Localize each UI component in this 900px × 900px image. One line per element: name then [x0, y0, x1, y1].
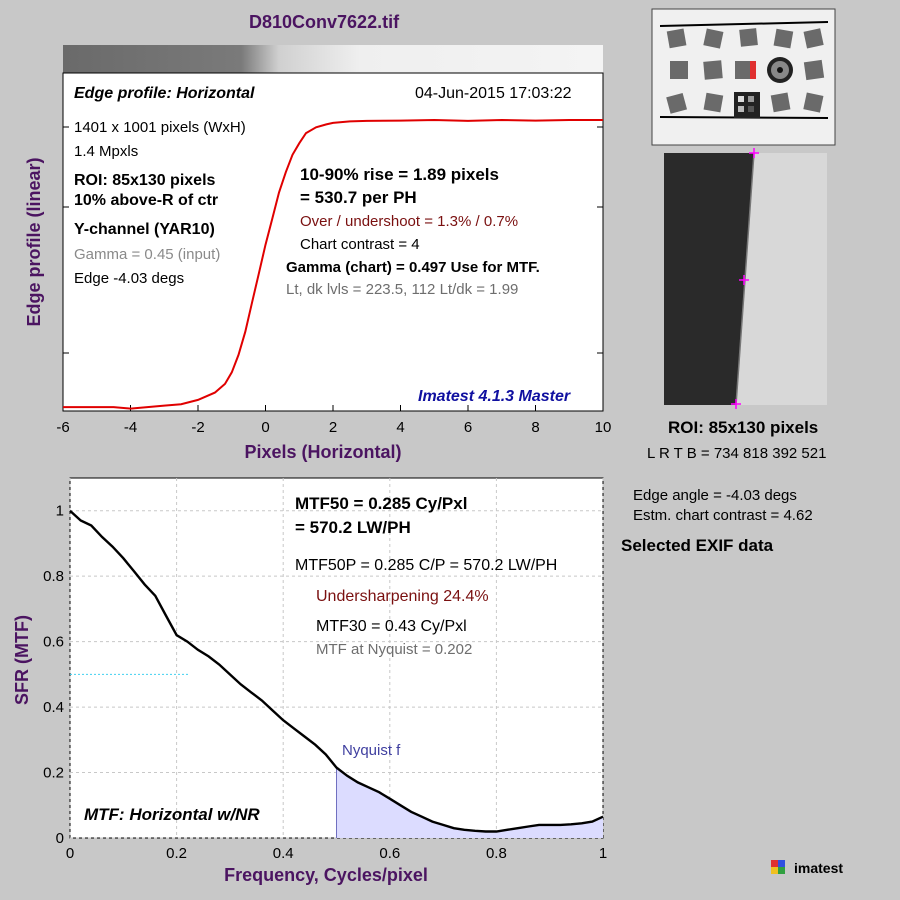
mtf-x-axis-title: Frequency, Cycles/pixel: [224, 865, 428, 885]
image-size: 1401 x 1001 pixels (WxH): [74, 119, 246, 136]
mtf30-value: MTF30 = 0.43 Cy/Pxl: [316, 618, 467, 635]
channel: Y-channel (YAR10): [74, 221, 215, 238]
rise-per-ph: = 530.7 per PH: [300, 188, 417, 207]
edge-gradient-strip: [63, 45, 603, 73]
edge-x-tick-label-3: 0: [261, 419, 269, 436]
mtf-x-tick-label-3: 0.6: [379, 845, 400, 862]
roi-size: ROI: 85x130 pixels: [74, 172, 216, 189]
mtf-grid: [69, 478, 604, 839]
mtf-x-tick-label-0: 0: [66, 845, 74, 862]
imatest-logo-text: imatest: [794, 860, 844, 876]
exif-heading: Selected EXIF data: [621, 536, 774, 555]
edge-panel-date: 04-Jun-2015 17:03:22: [415, 85, 572, 102]
mtf-x-tick-label-4: 0.8: [486, 845, 507, 862]
estimated-chart-contrast: Estm. chart contrast = 4.62: [633, 507, 813, 524]
edge-angle: Edge angle = -4.03 degs: [633, 487, 797, 504]
edge-x-tick-label-4: 2: [329, 419, 337, 436]
undersharpening: Undersharpening 24.4%: [316, 588, 489, 605]
mtf-panel-title: MTF: Horizontal w/NR: [84, 805, 260, 824]
roi-bounds: L R T B = 734 818 392 521: [647, 445, 827, 462]
edge-panel-title: Edge profile: Horizontal: [74, 85, 255, 102]
mtf-y-axis-title: SFR (MTF): [12, 615, 32, 705]
file-title: D810Conv7622.tif: [249, 12, 400, 32]
mtf50p-value: MTF50P = 0.285 C/P = 570.2 LW/PH: [295, 557, 558, 574]
edge-plot-area: [62, 72, 604, 412]
edge-x-tick-label-0: -6: [56, 419, 69, 436]
roi-crop-image: [664, 148, 827, 409]
edge-x-tick-label-7: 8: [531, 419, 539, 436]
imatest-logo-icon: [771, 860, 785, 874]
rise-distance: 10-90% rise = 1.89 pixels: [300, 165, 499, 184]
chart-contrast: Chart contrast = 4: [300, 236, 420, 253]
edge-y-axis-title: Edge profile (linear): [24, 157, 44, 326]
edge-profile-line: [63, 118, 603, 410]
mtf-line: [69, 509, 604, 833]
nyquist-label: Nyquist f: [342, 742, 401, 759]
edge-x-tick-label-1: -4: [124, 419, 137, 436]
mtf-y-tick-label-2: 0.4: [43, 699, 64, 716]
overshoot: Over / undershoot = 1.3% / 0.7%: [300, 213, 519, 230]
edge-x-tick-label-2: -2: [191, 419, 204, 436]
mtf-y-tick-label-3: 0.6: [43, 634, 64, 651]
edge-x-tick-label-6: 6: [464, 419, 472, 436]
edge-x-tick-label-8: 10: [595, 419, 612, 436]
mtf-at-nyquist: MTF at Nyquist = 0.202: [316, 641, 473, 658]
mtf-y-tick-label-0: 0: [56, 830, 64, 847]
mtf-x-tick-label-1: 0.2: [166, 845, 187, 862]
mtf50-value: MTF50 = 0.285 Cy/Pxl: [295, 494, 468, 513]
edge-x-axis-title: Pixels (Horizontal): [244, 442, 401, 462]
gamma-chart: Gamma (chart) = 0.497 Use for MTF.: [286, 259, 540, 276]
test-chart-thumbnail: [651, 8, 836, 146]
light-dark-levels: Lt, dk lvls = 223.5, 112 Lt/dk = 1.99: [286, 281, 519, 298]
nyquist-shaded-region: [336, 767, 603, 838]
mtf-y-tick-labels: 0 0.2 0.4 0.6 0.8 1: [43, 503, 64, 847]
mtf-y-tick-label-1: 0.2: [43, 765, 64, 782]
mtf-x-tick-label-5: 1: [599, 845, 607, 862]
mtf-x-tick-labels: 0 0.2 0.4 0.6 0.8 1: [66, 845, 607, 862]
mtf-y-tick-label-5: 1: [56, 503, 64, 520]
mtf-x-tick-label-2: 0.4: [273, 845, 294, 862]
mtf-y-tick-label-4: 0.8: [43, 568, 64, 585]
edge-ticks: [62, 126, 604, 411]
gamma-input: Gamma = 0.45 (input): [74, 246, 221, 263]
roi-position: 10% above-R of ctr: [74, 192, 219, 209]
megapixels: 1.4 Mpxls: [74, 143, 139, 160]
software-version: Imatest 4.1.3 Master: [418, 388, 571, 405]
mtf50-lwph: = 570.2 LW/PH: [295, 518, 411, 537]
edge-degrees: Edge -4.03 degs: [74, 270, 185, 287]
side-roi-size: ROI: 85x130 pixels: [668, 418, 819, 437]
edge-x-tick-label-5: 4: [396, 419, 404, 436]
edge-x-tick-labels: -6 -4 -2 0 2 4 6 8 10: [56, 419, 611, 436]
